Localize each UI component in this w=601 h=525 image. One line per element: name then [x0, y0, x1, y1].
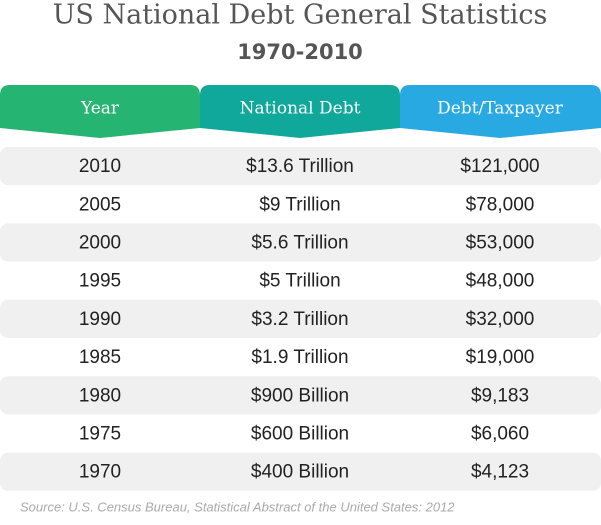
- cell: 1970: [79, 462, 121, 483]
- cell: $600 Billion: [251, 424, 349, 445]
- cell: 2005: [79, 194, 121, 215]
- cell: 1985: [79, 347, 121, 368]
- column-header: Debt/Taxpayer: [437, 99, 564, 119]
- cell: $3.2 Trillion: [251, 309, 348, 330]
- header-tab: [400, 85, 601, 138]
- cell: $48,000: [466, 271, 535, 292]
- row-background: [0, 147, 601, 186]
- cell: $78,000: [466, 194, 535, 215]
- source: Source: U.S. Census Bureau, Statistical …: [20, 499, 455, 514]
- cell: $900 Billion: [251, 385, 349, 406]
- cell: 1980: [79, 385, 121, 406]
- header-tab: [0, 85, 200, 138]
- cell: 2010: [79, 156, 121, 177]
- cell: $6,060: [471, 424, 529, 445]
- cell: $53,000: [466, 233, 535, 254]
- cell: 1990: [79, 309, 121, 330]
- cell: $32,000: [466, 309, 535, 330]
- cell: $13.6 Trillion: [246, 156, 354, 177]
- cell: $400 Billion: [251, 462, 349, 483]
- cell: $4,123: [471, 462, 529, 483]
- column-header: Year: [80, 99, 120, 119]
- cell: $1.9 Trillion: [251, 347, 348, 368]
- cell: 1975: [79, 424, 121, 445]
- cell: $5 Trillion: [259, 271, 340, 292]
- cell: $9 Trillion: [259, 194, 340, 215]
- cell: $121,000: [460, 156, 539, 177]
- cell: $9,183: [471, 385, 529, 406]
- subtitle: 1970-2010: [237, 40, 363, 64]
- cell: $19,000: [466, 347, 535, 368]
- header-tab: [200, 85, 400, 138]
- row-background: [0, 452, 601, 491]
- cell: 1995: [79, 271, 121, 292]
- cell: $5.6 Trillion: [251, 233, 348, 254]
- row-background: [0, 299, 601, 338]
- row-background: [0, 223, 601, 262]
- cell: 2000: [79, 233, 121, 254]
- title: US National Debt General Statistics: [53, 0, 548, 31]
- row-background: [0, 376, 601, 415]
- column-header: National Debt: [240, 99, 361, 119]
